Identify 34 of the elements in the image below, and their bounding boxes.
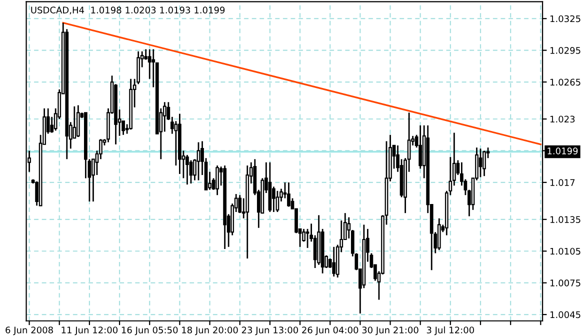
x-tick-label: 23 Jun 13:00 <box>242 326 298 336</box>
y-tick-label: 1.0045 <box>550 311 580 318</box>
chart-title: USDCAD,H4 1.0198 1.0203 1.0193 1.0199 <box>31 6 225 14</box>
y-tick-label: 1.017 <box>550 179 575 186</box>
candlestick <box>76 104 80 138</box>
candlestick <box>196 142 200 181</box>
candlestick <box>272 186 276 213</box>
candlestick <box>216 164 219 196</box>
y-tick-label: 1.0135 <box>550 216 580 223</box>
candlestick <box>418 124 422 170</box>
y-tick-label: 1.023 <box>550 116 575 123</box>
ref-line-label: 1.0199 <box>548 148 578 154</box>
candlestick <box>174 120 178 166</box>
x-tick-label: 26 Jun 04:00 <box>302 326 358 336</box>
y-tick-label: 1.0265 <box>550 78 580 86</box>
candlestick <box>332 246 336 278</box>
x-tick-label: 11 Jun 12:00 <box>62 326 118 336</box>
x-tick-label: 18 Jun 20:00 <box>182 326 238 336</box>
candlestick <box>482 150 486 177</box>
x-tick-label: 3 Jul 12:00 <box>426 326 474 336</box>
y-tick-label: 1.0105 <box>550 248 580 255</box>
x-tick-label: 30 Jun 21:00 <box>362 326 418 336</box>
candlestick <box>287 182 290 208</box>
y-tick-label: 1.0075 <box>550 280 580 286</box>
candlestick <box>144 48 148 61</box>
candlestick <box>478 148 482 178</box>
y-tick-label: 1.0295 <box>550 47 580 54</box>
candlestick <box>437 218 441 251</box>
x-tick-label: 6 Jun 2008 <box>6 326 53 336</box>
candlestick <box>186 154 189 186</box>
candlestick <box>276 190 280 213</box>
y-tick-label: 1.0325 <box>550 15 580 22</box>
x-tick-label: 16 Jun 05:50 <box>122 326 178 336</box>
candlestick <box>72 106 76 139</box>
